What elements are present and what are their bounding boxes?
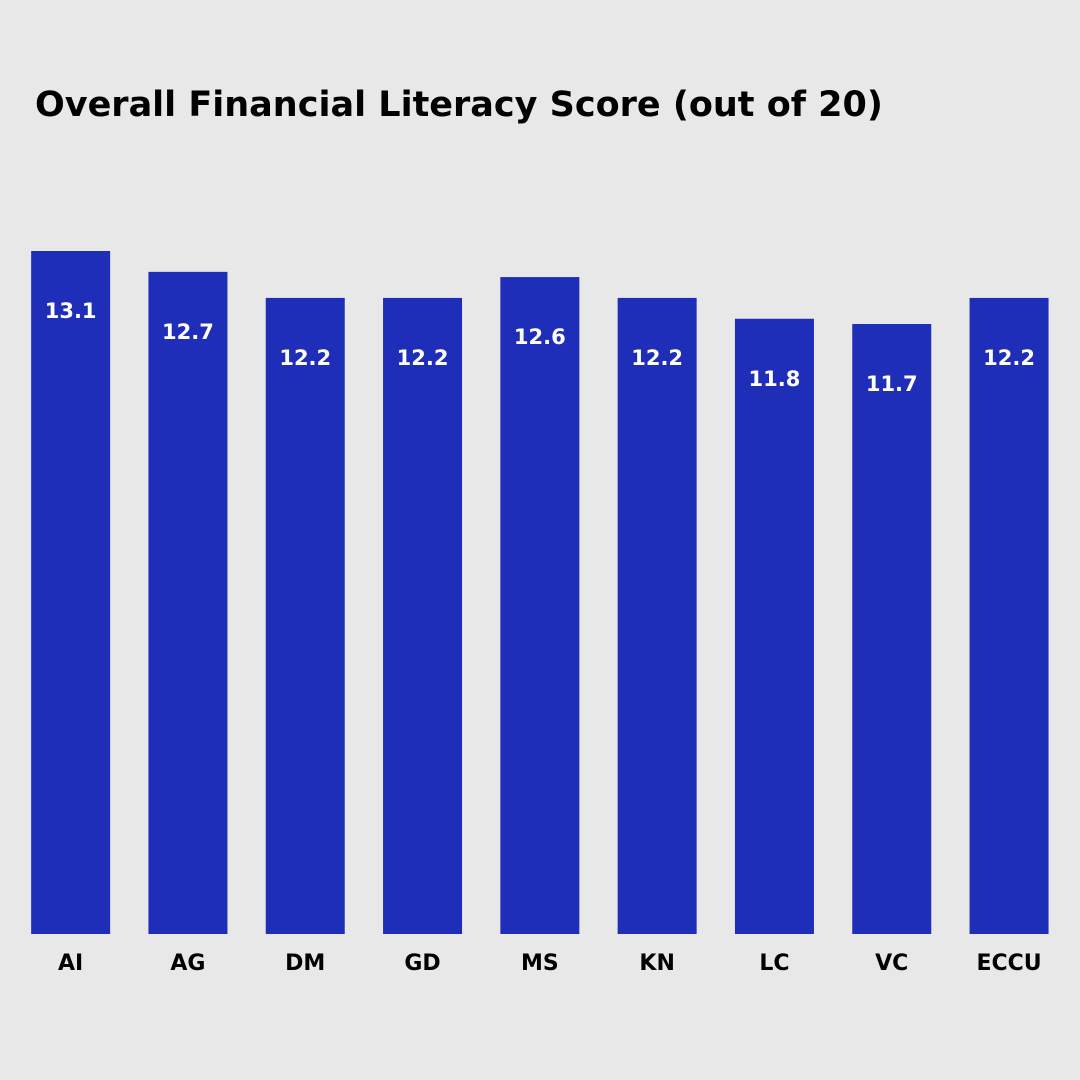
chart-title: Overall Financial Literacy Score (out of… [35, 85, 883, 125]
x-tick-label: DM [285, 951, 325, 976]
value-label: 12.2 [631, 346, 683, 370]
bar [500, 277, 580, 934]
x-tick-label: ECCU [976, 951, 1041, 976]
bar [148, 271, 228, 934]
bar [734, 318, 814, 934]
value-label: 12.6 [514, 325, 566, 349]
bar [383, 297, 463, 934]
value-label: 12.7 [162, 320, 214, 344]
value-label: 12.2 [279, 346, 331, 370]
bar [852, 323, 932, 934]
x-tick-label: AI [58, 951, 83, 976]
x-tick-label: GD [404, 951, 440, 976]
x-tick-label: VC [875, 951, 908, 976]
x-tick-label: AG [170, 951, 205, 976]
value-label: 12.2 [983, 346, 1035, 370]
bar [265, 297, 345, 934]
x-tick-label: LC [759, 951, 789, 976]
value-label: 12.2 [397, 346, 449, 370]
bar [31, 251, 111, 934]
bar [617, 297, 697, 934]
value-label: 11.7 [866, 372, 918, 396]
x-tick-label: MS [521, 951, 559, 976]
value-label: 13.1 [45, 299, 97, 323]
value-label: 11.8 [749, 367, 801, 391]
x-tick-label: KN [639, 951, 674, 976]
bar [969, 297, 1049, 934]
